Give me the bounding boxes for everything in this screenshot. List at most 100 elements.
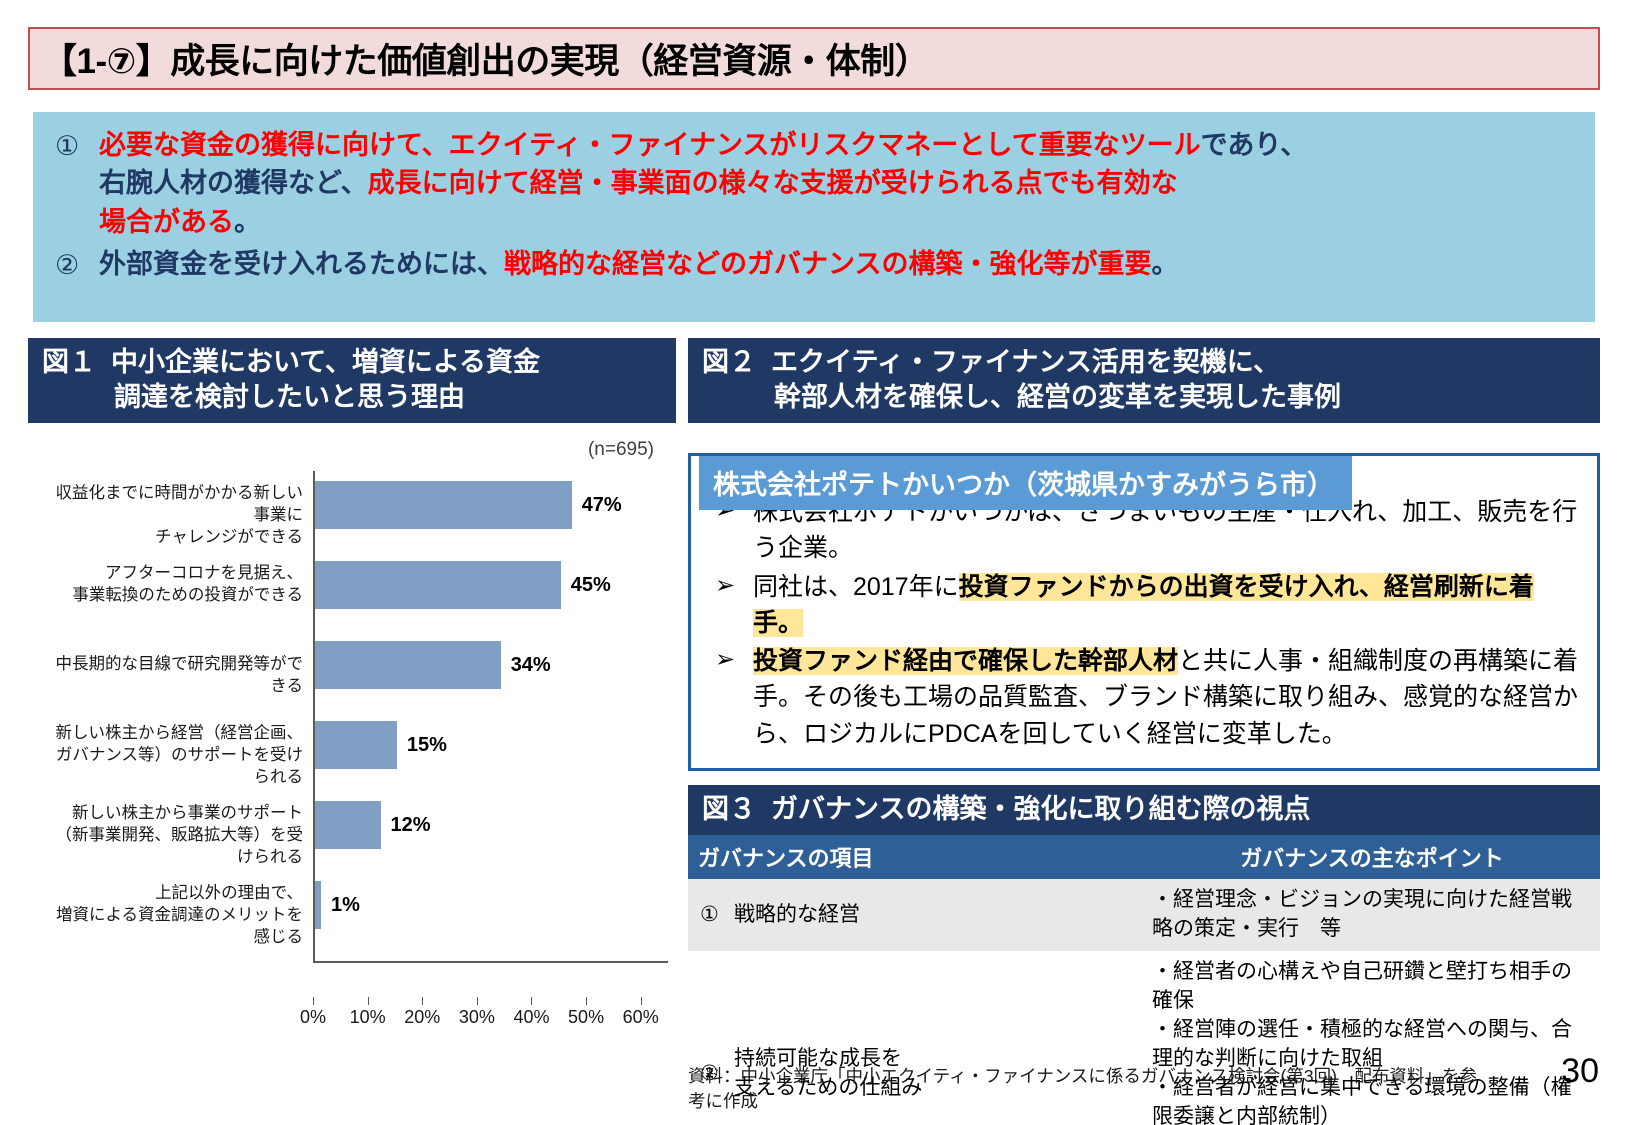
figure-3-header: 図３ ガバナンスの構築・強化に取り組む際の視点	[688, 784, 1600, 836]
x-tick-label: 0%	[299, 1007, 327, 1028]
summary-item-1-number: ①	[55, 131, 80, 161]
table-row: ② 持続可能な成長を 支えるための仕組み ・経営者の心構えや自己研鑽と壁打ち相手の確保…	[688, 951, 1600, 1125]
table-cell-points: ・経営者の心構えや自己研鑽と壁打ち相手の確保 ・経営陣の選任・積極的な経営への関与…	[1144, 951, 1600, 1125]
x-tick-mark	[586, 997, 588, 1006]
case-study-wrapper: 株式会社ポテトかいつか（茨城県かすみがうら市） ➢ 株式会社ポテトかいつかは、さつ…	[688, 453, 1600, 771]
table-point-line: ・経営陣の選任・積極的な経営への関与、合理的な判断に向けた取組	[1152, 1017, 1572, 1070]
x-tick-mark	[422, 997, 424, 1006]
figure-1-column: 図１ 中小企業において、増資による資金 調達を検討したいと思う理由 (n=695…	[28, 338, 676, 1049]
table-point-line: ・経営者の心構えや自己研鑽と壁打ち相手の確保	[1152, 959, 1572, 1012]
figure-2-header: 図２ エクイティ・ファイナンス活用を契機に、 幹部人材を確保し、経営の変革を実現…	[688, 338, 1600, 424]
case-bullet-list: ➢ 株式会社ポテトかいつかは、さつまいもの生産・仕入れ、加工、販売を行う企業。 ➢ 同…	[705, 494, 1583, 752]
summary-1-red-b: 成長に向けて経営・事業面の様々な支援が受けられる点でも有効な	[367, 168, 1178, 199]
bar-category-label: 新しい株主から経営（経営企画、 ガバナンス等）のサポートを受けられる	[55, 724, 304, 786]
figure-2-label: 図２	[702, 347, 756, 377]
case-bullet-item: ➢ 同社は、2017年に投資ファンドからの出資を受け入れ、経営刷新に着手。	[705, 569, 1583, 642]
table-col-item: ガバナンスの項目	[688, 835, 1144, 880]
case-bullet-text: 投資ファンド経由で確保した幹部人材と共に人事・組織制度の再構築に着手。その後も工…	[753, 643, 1583, 752]
governance-table: ガバナンスの項目 ガバナンスの主なポイント ① 戦略的な経営 ・経営理念・ビジョンの…	[688, 835, 1600, 1125]
case-text-plain: 同社は、2017年に	[753, 572, 959, 601]
summary-1-navy-c: 。	[234, 206, 261, 237]
x-tick-mark	[640, 997, 642, 1006]
bar-category-label: 上記以外の理由で、 増資による資金調達のメリットを感じる	[55, 884, 303, 946]
summary-2-red-a: 戦略的な経営などのガバナンスの構築・強化等が重要	[504, 248, 1152, 279]
table-cell-item: ① 戦略的な経営	[688, 879, 1144, 951]
table-row-number: ①	[700, 903, 719, 927]
summary-item-1-text: 必要な資金の獲得に向けて、エクイティ・ファイナンスがリスクマネーとして重要なツー…	[99, 126, 1307, 241]
table-row-number: ②	[700, 1061, 719, 1085]
table-point-line: ・経営者が経営に集中できる環境の整備（権限委譲と内部統制）	[1152, 1075, 1572, 1125]
x-axis-line	[313, 961, 668, 964]
bar-rect	[315, 481, 572, 530]
case-company-title: 株式会社ポテトかいつか（茨城県かすみがうら市）	[699, 456, 1352, 511]
table-cell-points: ・経営理念・ビジョンの実現に向けた経営戦略の策定・実行 等	[1144, 879, 1600, 951]
chart-plot-area: 収益化までに時間がかかる新しい事業に チャレンジができる 47% アフターコロナを見据…	[28, 471, 676, 1027]
table-body: ① 戦略的な経営 ・経営理念・ビジョンの実現に向けた経営戦略の策定・実行 等 ② 持続可…	[688, 879, 1600, 1125]
summary-1-red-a: 必要な資金の獲得に向けて、エクイティ・ファイナンスがリスクマネーとして重要なツー…	[99, 130, 1201, 160]
x-tick-label: 20%	[404, 1007, 441, 1028]
summary-item-2-number: ②	[55, 249, 80, 280]
table-point-line: ・経営理念・ビジョンの実現に向けた経営戦略の策定・実行 等	[1152, 888, 1572, 940]
figure-3-source: 資料：中小企業庁「中小エクイティ・ファイナンスに係るガバナンス検討会(第3回) …	[688, 1066, 1477, 1111]
slide-title-bar: 【1-⑦】成長に向けた価値創出の実現（経営資源・体制）	[28, 27, 1600, 90]
summary-1-red-c: 場合がある	[99, 206, 234, 237]
page-number: 30	[1561, 1052, 1599, 1090]
bar-value-label: 12%	[390, 814, 431, 837]
x-tick-label: 30%	[458, 1007, 495, 1028]
figure-1-label: 図１	[42, 347, 96, 377]
figure-2-title-line2: 幹部人材を確保し、経営の変革を実現した事例	[774, 382, 1341, 413]
figure-1-chart: (n=695) 収益化までに時間がかかる新しい事業に チャレンジができる 47% アフ…	[28, 429, 676, 1049]
bar-category-label: 収益化までに時間がかかる新しい事業に チャレンジができる	[55, 484, 304, 546]
table-header-row: ガバナンスの項目 ガバナンスの主なポイント	[688, 835, 1600, 880]
bar-rect	[315, 641, 501, 690]
x-tick-mark	[367, 997, 369, 1006]
case-study-box: 株式会社ポテトかいつか（茨城県かすみがうら市） ➢ 株式会社ポテトかいつかは、さつ…	[688, 453, 1600, 771]
summary-item-2: ② 外部資金を受け入れるためには、戦略的な経営などのガバナンスの構築・強化等が重…	[55, 245, 1575, 284]
x-tick-label: 60%	[622, 1007, 659, 1028]
x-tick-label: 40%	[513, 1007, 550, 1028]
figure-1-title-line2: 調達を検討したいと思う理由	[114, 382, 465, 413]
x-tick-label: 10%	[349, 1007, 386, 1028]
arrow-bullet-icon: ➢	[715, 571, 736, 599]
figure-1-title-line1: 中小企業において、増資による資金	[111, 347, 541, 377]
case-text-plain: と共に人事・組織制度の再構築に着手。その後も工場の品質監査、ブランド構築に取り組…	[753, 647, 1579, 748]
x-tick-label: 50%	[568, 1007, 605, 1028]
bar-rect	[315, 721, 397, 770]
bar-rect	[315, 801, 381, 850]
bar-value-label: 1%	[331, 894, 360, 917]
figure-2-title-line1: エクイティ・ファイナンス活用を契機に、	[771, 347, 1280, 377]
table-col-points: ガバナンスの主なポイント	[1144, 835, 1600, 880]
x-tick-mark	[531, 997, 533, 1006]
bar-category-label: 新しい株主から事業のサポート （新事業開発、販路拡大等）を受けられる	[55, 804, 304, 866]
table-row: ① 戦略的な経営 ・経営理念・ビジョンの実現に向けた経営戦略の策定・実行 等	[688, 879, 1600, 951]
bar-rect	[315, 561, 561, 610]
bar-value-label: 15%	[406, 734, 447, 757]
case-bullet-text: 同社は、2017年に投資ファンドからの出資を受け入れ、経営刷新に着手。	[753, 569, 1583, 642]
summary-1-navy-a: であり、	[1200, 130, 1308, 160]
bar-value-label: 45%	[570, 574, 611, 597]
table-item-name: 持続可能な成長を 支えるための仕組み	[734, 1046, 923, 1099]
page-title: 【1-⑦】成長に向けた価値創出の実現（経営資源・体制）	[42, 42, 930, 81]
figure-3-title: ガバナンスの構築・強化に取り組む際の視点	[771, 793, 1311, 824]
x-tick-mark	[313, 997, 314, 1006]
figure-1-header: 図１ 中小企業において、増資による資金 調達を検討したいと思う理由	[28, 338, 676, 424]
bar-value-label: 47%	[581, 494, 622, 517]
summary-box: ① 必要な資金の獲得に向けて、エクイティ・ファイナンスがリスクマネーとして重要な…	[33, 112, 1595, 322]
case-text-highlight: 投資ファンド経由で確保した幹部人材	[753, 647, 1179, 676]
summary-item-1: ① 必要な資金の獲得に向けて、エクイティ・ファイナンスがリスクマネーとして重要な…	[55, 126, 1575, 241]
x-tick-mark	[476, 997, 478, 1006]
summary-2-navy-a: 外部資金を受け入れるためには、	[99, 248, 504, 279]
bar-value-label: 34%	[510, 654, 551, 677]
case-bullet-item: ➢ 投資ファンド経由で確保した幹部人材と共に人事・組織制度の再構築に着手。その後も…	[705, 643, 1583, 752]
bar-category-label: アフターコロナを見据え、 事業転換のための投資ができる	[72, 564, 303, 604]
summary-2-navy-b: 。	[1151, 248, 1179, 279]
summary-1-navy-b: 右腕人材の獲得など、	[99, 168, 368, 199]
table-item-name: 戦略的な経営	[734, 903, 860, 927]
arrow-bullet-icon: ➢	[715, 646, 736, 674]
figure-3-label: 図３	[702, 793, 756, 824]
summary-item-2-text: 外部資金を受け入れるためには、戦略的な経営などのガバナンスの構築・強化等が重要。	[99, 245, 1178, 283]
figure-2-3-column: 図２ エクイティ・ファイナンス活用を契機に、 幹部人材を確保し、経営の変革を実現…	[688, 338, 1600, 1125]
bar-rect	[315, 881, 321, 930]
y-axis-line	[313, 471, 315, 962]
